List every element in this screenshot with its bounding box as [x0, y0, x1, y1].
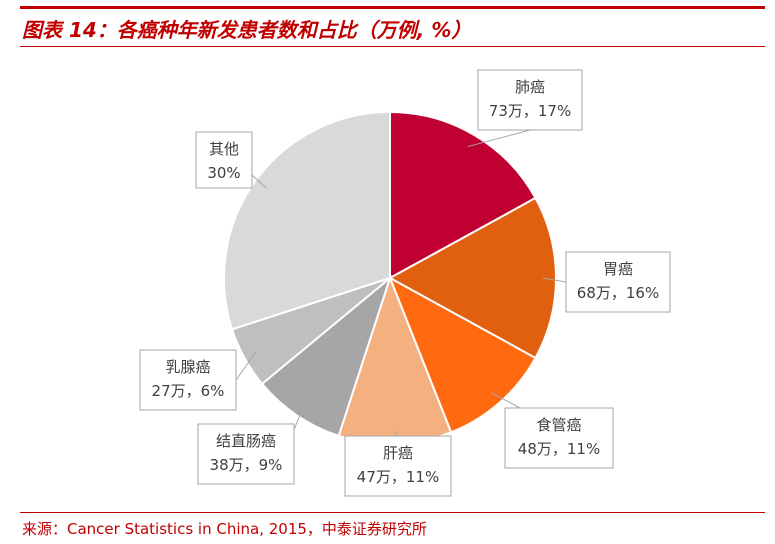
- slice-label-value-7: 30%: [207, 164, 240, 182]
- label-box-4: [344, 435, 452, 497]
- pie-slice-2: [387, 196, 557, 360]
- leader-line-3: [490, 392, 521, 409]
- label-box-1: [477, 69, 583, 131]
- slice-label-value-6: 27万，6%: [152, 382, 225, 400]
- source-note: 来源：Cancer Statistics in China, 2015，中泰证券…: [22, 520, 427, 538]
- leader-line-7: [251, 174, 267, 189]
- slice-label-name-5: 结直肠癌: [216, 432, 276, 450]
- label-box-2: [565, 251, 671, 313]
- slice-label-name-3: 食管癌: [536, 416, 581, 434]
- leader-line-2: [542, 277, 567, 283]
- title-rule: [20, 46, 765, 47]
- slice-label-value-2: 68万，16%: [577, 284, 659, 302]
- leader-line-6: [235, 351, 257, 381]
- label-box-7: [195, 131, 253, 189]
- label-box-5: [197, 423, 295, 485]
- pie-slice-5: [260, 275, 393, 438]
- slice-label-name-6: 乳腺癌: [165, 358, 210, 376]
- label-box-6: [139, 349, 237, 411]
- bottom-rule: [20, 512, 765, 513]
- pie-slices: [223, 110, 557, 445]
- label-box-3: [504, 407, 614, 469]
- pie-slice-7: [223, 110, 391, 331]
- top-rule: [20, 6, 765, 9]
- slice-label-value-3: 48万，11%: [518, 440, 600, 458]
- leader-line-4: [394, 430, 399, 437]
- slice-label-name-2: 胃癌: [603, 260, 633, 278]
- slice-label-name-1: 肺癌: [515, 78, 545, 96]
- slice-label-value-1: 73万，17%: [489, 102, 571, 120]
- pie-slice-3: [388, 275, 537, 434]
- chart-title: 图表 14：各癌种年新发患者数和占比（万例, %）: [22, 18, 472, 42]
- slice-label-value-4: 47万，11%: [357, 468, 439, 486]
- leader-line-1: [467, 129, 531, 148]
- slice-labels: 肺癌 73万，17% 胃癌 68万，16% 食管癌 48万，11% 肝癌 47万，11% 结直肠…: [139, 69, 671, 497]
- slice-label-value-5: 38万，9%: [210, 456, 283, 474]
- pie-slice-1: [389, 110, 537, 280]
- slice-label-name-4: 肝癌: [383, 444, 413, 462]
- slice-label-name-7: 其他: [209, 140, 239, 158]
